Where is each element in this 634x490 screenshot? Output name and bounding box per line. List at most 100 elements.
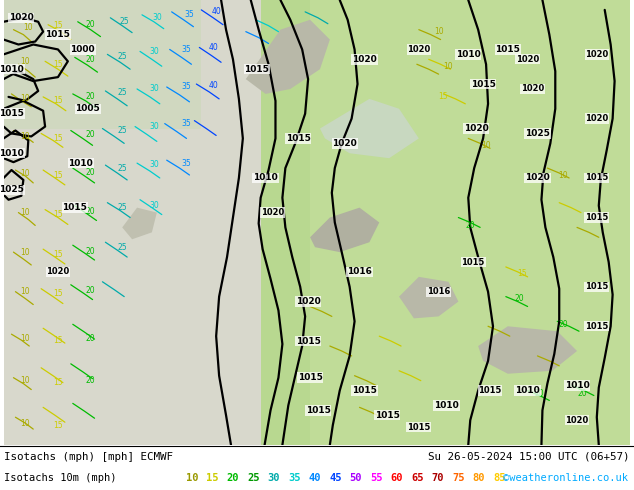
Polygon shape [4, 0, 202, 128]
Text: 75: 75 [452, 473, 465, 483]
Text: 20: 20 [227, 473, 239, 483]
Text: 10: 10 [20, 247, 30, 257]
Text: 1015: 1015 [585, 213, 609, 222]
Polygon shape [122, 208, 157, 239]
Text: 20: 20 [86, 334, 95, 343]
Text: 1020: 1020 [521, 84, 544, 94]
Text: 1015: 1015 [244, 65, 269, 74]
Text: 10: 10 [434, 27, 443, 36]
Text: 20: 20 [86, 20, 95, 29]
Polygon shape [320, 99, 419, 158]
Text: 10: 10 [20, 208, 30, 217]
Text: 1015: 1015 [62, 203, 87, 212]
Text: 1020: 1020 [9, 13, 34, 23]
Text: 10: 10 [20, 57, 30, 66]
Text: 15: 15 [437, 93, 448, 101]
Text: 20: 20 [86, 246, 95, 256]
Text: 10: 10 [559, 171, 568, 179]
Text: 30: 30 [149, 160, 158, 169]
Text: 10: 10 [481, 141, 491, 150]
Text: 70: 70 [432, 473, 444, 483]
Text: 1015: 1015 [585, 173, 609, 182]
Text: 10: 10 [20, 95, 30, 103]
Text: 1000: 1000 [70, 45, 95, 54]
Text: 30: 30 [149, 122, 158, 131]
Text: 10: 10 [20, 418, 30, 428]
Text: 1015: 1015 [306, 406, 330, 415]
Text: 1016: 1016 [427, 287, 450, 296]
Text: 1020: 1020 [407, 45, 430, 54]
Text: 10: 10 [20, 132, 30, 141]
Text: 1020: 1020 [566, 416, 588, 425]
Text: 20: 20 [86, 55, 95, 64]
Text: 35: 35 [181, 45, 191, 54]
Text: 30: 30 [152, 13, 162, 23]
Polygon shape [310, 208, 379, 252]
Text: 10: 10 [186, 473, 198, 483]
Text: 15: 15 [53, 289, 63, 298]
Text: 10: 10 [20, 287, 30, 296]
Text: 30: 30 [149, 47, 158, 56]
Text: 1020: 1020 [261, 208, 284, 217]
Text: 1015: 1015 [585, 322, 609, 331]
Text: 1016: 1016 [347, 268, 372, 276]
Text: 1015: 1015 [375, 411, 399, 420]
Text: 15: 15 [53, 97, 63, 105]
Polygon shape [478, 326, 577, 374]
Text: 20: 20 [515, 294, 524, 303]
Text: 1015: 1015 [478, 386, 501, 395]
Text: 1020: 1020 [516, 55, 540, 64]
Text: 1015: 1015 [585, 282, 609, 291]
Text: 30: 30 [268, 473, 280, 483]
Text: 35: 35 [181, 81, 191, 91]
Text: 15: 15 [206, 473, 219, 483]
Text: 10: 10 [23, 23, 33, 32]
Bar [261, 0, 630, 445]
Text: 15: 15 [53, 171, 63, 179]
Text: 10: 10 [20, 376, 30, 385]
Text: 15: 15 [53, 60, 63, 69]
Text: 25: 25 [117, 203, 127, 212]
Text: 35: 35 [184, 10, 195, 19]
Text: 35: 35 [288, 473, 301, 483]
Text: 20: 20 [559, 320, 568, 329]
Text: 1020: 1020 [464, 124, 489, 133]
Text: 1015: 1015 [462, 258, 485, 267]
Text: 1010: 1010 [565, 381, 590, 390]
Text: 15: 15 [53, 21, 63, 30]
Text: 1010: 1010 [515, 386, 540, 395]
Text: 1015: 1015 [46, 30, 70, 39]
Text: 1010: 1010 [456, 50, 481, 59]
Text: 15: 15 [53, 378, 63, 387]
Text: 10: 10 [20, 169, 30, 177]
Text: 1020: 1020 [585, 114, 609, 123]
Text: 1020: 1020 [46, 268, 70, 276]
Text: 55: 55 [370, 473, 383, 483]
Text: 20: 20 [86, 207, 95, 216]
Text: 25: 25 [117, 52, 127, 61]
Text: 30: 30 [149, 84, 158, 94]
Text: 1015: 1015 [470, 79, 496, 89]
Text: 20: 20 [86, 130, 95, 139]
Text: 15: 15 [53, 336, 63, 344]
Text: 1015: 1015 [286, 134, 311, 143]
Text: 1020: 1020 [585, 50, 609, 59]
Text: 1015: 1015 [0, 109, 24, 118]
Text: 25: 25 [117, 126, 127, 135]
Text: 1020: 1020 [295, 297, 320, 306]
Text: 25: 25 [117, 243, 127, 252]
Text: 1020: 1020 [352, 55, 377, 64]
Text: 10: 10 [20, 334, 30, 343]
Text: 90: 90 [514, 473, 526, 483]
Text: 30: 30 [149, 201, 158, 210]
Text: ©weatheronline.co.uk: ©weatheronline.co.uk [503, 473, 628, 483]
Text: Su 26-05-2024 15:00 UTC (06+57): Su 26-05-2024 15:00 UTC (06+57) [429, 452, 630, 462]
Text: 1025: 1025 [525, 129, 550, 138]
Text: 15: 15 [53, 210, 63, 219]
Text: 20: 20 [86, 93, 95, 101]
Text: 60: 60 [391, 473, 403, 483]
Text: 1005: 1005 [75, 104, 100, 113]
Text: 15: 15 [53, 249, 63, 259]
Text: 40: 40 [211, 7, 221, 16]
Text: 20: 20 [534, 389, 544, 398]
